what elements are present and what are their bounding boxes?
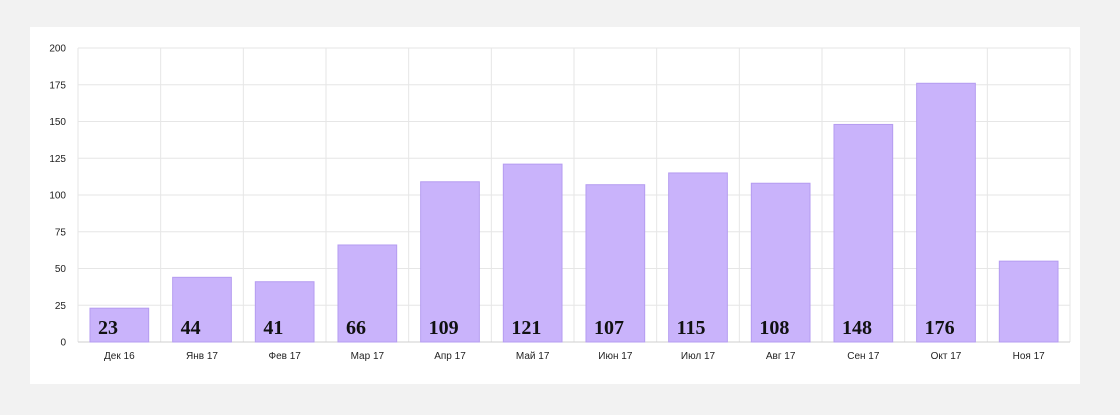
- bar[interactable]: [420, 181, 480, 343]
- data-label: 115: [677, 317, 706, 339]
- y-tick-label: 50: [55, 264, 67, 275]
- x-tick-label: Дек 16: [104, 351, 135, 362]
- bar[interactable]: [833, 123, 894, 343]
- y-axis-ticks: 0 25 50 75 100 125 150 175 200: [49, 44, 66, 349]
- data-label: 41: [263, 317, 283, 339]
- bar[interactable]: [585, 184, 646, 343]
- x-tick-label: Мар 17: [351, 351, 385, 362]
- grid: [77, 47, 1071, 343]
- data-label: 107: [594, 317, 624, 339]
- data-labels: 23 44 41 66 109 121 107 115 108 148 176: [98, 317, 955, 339]
- x-tick-label: Фев 17: [268, 351, 301, 362]
- x-tick-label: Янв 17: [186, 351, 218, 362]
- data-label: 23: [98, 317, 118, 339]
- y-tick-label: 125: [49, 154, 66, 165]
- data-label: 176: [925, 317, 955, 339]
- data-label: 121: [511, 317, 541, 339]
- x-tick-label: Июл 17: [681, 351, 716, 362]
- bar[interactable]: [337, 244, 398, 343]
- x-tick-label: Ноя 17: [1013, 351, 1046, 362]
- x-tick-label: Апр 17: [434, 351, 466, 362]
- bar[interactable]: [750, 182, 811, 343]
- bar[interactable]: [502, 163, 563, 343]
- x-tick-label: Авг 17: [766, 351, 796, 362]
- data-label: 109: [429, 317, 459, 339]
- data-label: 66: [346, 317, 366, 339]
- data-label: 44: [181, 317, 201, 339]
- x-tick-label: Май 17: [516, 351, 550, 362]
- x-tick-label: Окт 17: [931, 351, 962, 362]
- bar-chart: 0 25 50 75 100 125 150 175 200 Дек 16 Янв 17 Фев 1…: [49, 44, 1071, 362]
- y-tick-label: 150: [49, 117, 66, 128]
- x-tick-label: Июн 17: [598, 351, 633, 362]
- data-label: 108: [759, 317, 789, 339]
- data-label: 148: [842, 317, 872, 339]
- y-tick-label: 75: [55, 227, 67, 238]
- bar[interactable]: [668, 172, 728, 343]
- x-axis-ticks: Дек 16 Янв 17 Фев 17 Мар 17 Апр 17 Май 17 Июн …: [104, 351, 1045, 362]
- y-tick-label: 175: [49, 80, 66, 91]
- bar[interactable]: [916, 82, 976, 343]
- bars: [89, 82, 1059, 343]
- y-tick-label: 200: [49, 44, 66, 55]
- chart-card: 0 25 50 75 100 125 150 175 200 Дек 16 Янв 17 Фев 1…: [30, 27, 1080, 384]
- bar[interactable]: [89, 307, 150, 343]
- bar[interactable]: [172, 276, 232, 343]
- bar[interactable]: [998, 260, 1059, 343]
- bar[interactable]: [254, 281, 315, 343]
- y-tick-label: 0: [60, 338, 66, 349]
- y-tick-label: 25: [55, 301, 67, 312]
- y-tick-label: 100: [49, 191, 66, 202]
- x-tick-label: Сен 17: [847, 351, 880, 362]
